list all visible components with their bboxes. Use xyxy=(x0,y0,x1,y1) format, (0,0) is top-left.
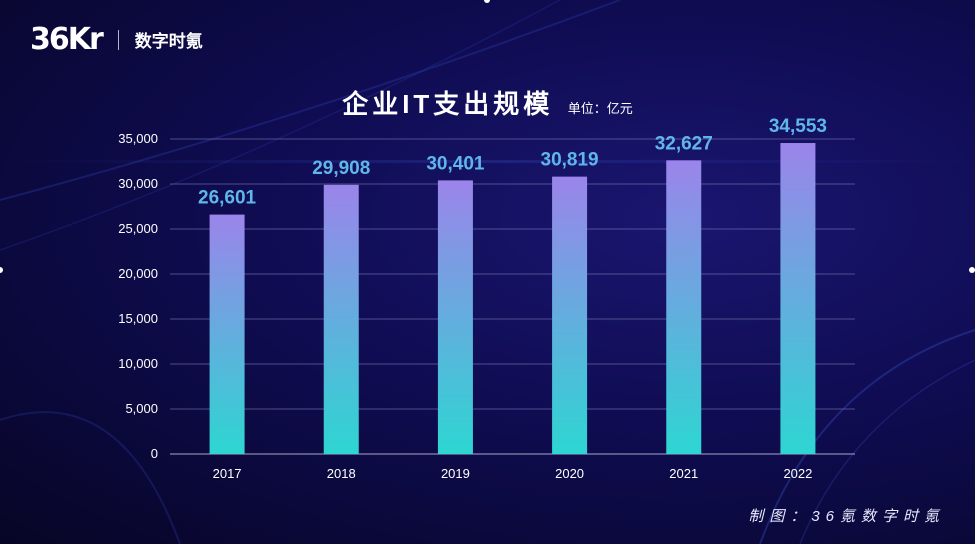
x-tick-label: 2022 xyxy=(783,466,812,481)
x-tick-label: 2020 xyxy=(555,466,584,481)
x-tick-label: 2017 xyxy=(213,466,242,481)
bar-value-label: 34,553 xyxy=(769,116,827,137)
y-tick-label: 10,000 xyxy=(118,356,158,371)
bar-2017 xyxy=(209,214,245,454)
resize-handle-top[interactable] xyxy=(484,0,490,3)
bar-2018 xyxy=(323,184,359,454)
sub-brand-logo: 数字时氪 xyxy=(134,32,203,51)
y-tick-label: 5,000 xyxy=(125,401,158,416)
bar-value-label: 30,401 xyxy=(426,153,485,174)
resize-handle-right[interactable] xyxy=(969,267,975,273)
logo: 36Kr 数字时氪 xyxy=(30,22,203,57)
y-tick-label: 0 xyxy=(151,446,158,461)
bar-value-label: 29,908 xyxy=(312,158,370,179)
bar-2021 xyxy=(666,160,702,454)
y-tick-label: 35,000 xyxy=(118,131,158,146)
logo-divider xyxy=(117,29,119,50)
brand-logo: 36Kr xyxy=(30,22,104,57)
bar-value-label: 30,819 xyxy=(541,150,599,171)
x-tick-label: 2018 xyxy=(327,466,356,481)
y-tick-label: 15,000 xyxy=(118,311,158,326)
footer-credit: 制图：36氪数字时氪 xyxy=(748,508,945,525)
bar-2020 xyxy=(552,176,588,454)
y-tick-label: 30,000 xyxy=(118,176,158,191)
y-tick-label: 20,000 xyxy=(118,266,158,281)
y-tick-label: 25,000 xyxy=(118,221,158,236)
bar-value-label: 26,601 xyxy=(198,188,257,209)
bar-2022 xyxy=(780,143,816,454)
chart-title-block: 企业IT支出规模 单位：亿元 xyxy=(0,84,975,121)
resize-handle-left[interactable] xyxy=(0,267,3,273)
chart-unit: 单位：亿元 xyxy=(567,101,633,116)
x-tick-label: 2019 xyxy=(441,466,470,481)
bar-2019 xyxy=(437,180,473,455)
bar-value-label: 32,627 xyxy=(655,133,713,154)
x-tick-label: 2021 xyxy=(669,466,698,481)
chart-title: 企业IT支出规模 xyxy=(342,89,554,119)
